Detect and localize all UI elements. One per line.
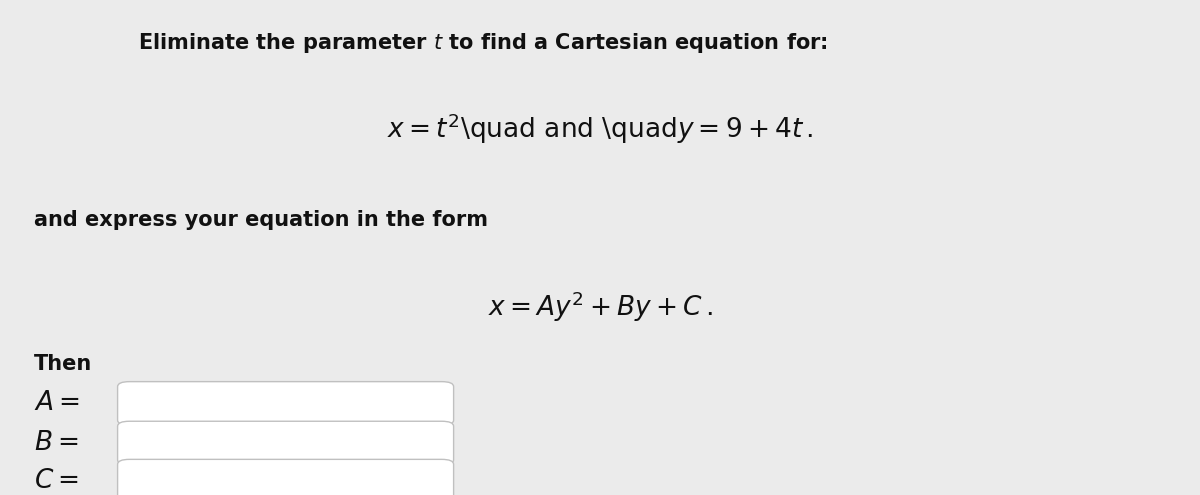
Text: Then: Then <box>34 354 92 374</box>
FancyBboxPatch shape <box>118 459 454 495</box>
Text: $B =$: $B =$ <box>34 430 78 456</box>
Text: $C =$: $C =$ <box>34 468 78 494</box>
Text: Eliminate the parameter $t$ to find a Cartesian equation for:: Eliminate the parameter $t$ to find a Ca… <box>138 31 828 54</box>
Text: $A =$: $A =$ <box>34 391 79 416</box>
Text: $x = Ay^2 + By + C\,.$: $x = Ay^2 + By + C\,.$ <box>487 290 713 324</box>
FancyBboxPatch shape <box>118 421 454 465</box>
Text: $x = t^2$\quad and \quad$y = 9 + 4t\,.$: $x = t^2$\quad and \quad$y = 9 + 4t\,.$ <box>386 111 814 146</box>
FancyBboxPatch shape <box>118 382 454 425</box>
Text: and express your equation in the form: and express your equation in the form <box>34 210 487 230</box>
